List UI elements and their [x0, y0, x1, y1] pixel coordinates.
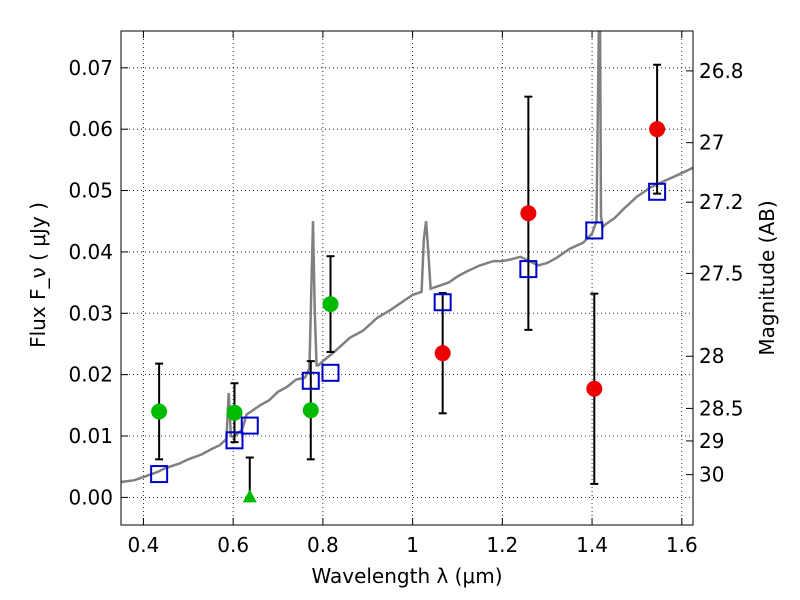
y-axis-label: Flux F_ν ( μJy ): [26, 202, 50, 348]
right-tick-label: 28: [699, 344, 724, 368]
red-point: [649, 121, 666, 138]
right-tick-label: 26.8: [699, 59, 744, 83]
green-point: [322, 296, 339, 313]
green-point: [226, 404, 243, 421]
x-tick-label: 1: [406, 533, 419, 557]
y-tick-label: 0.05: [68, 179, 113, 203]
model-square: [225, 431, 244, 450]
red-point: [586, 380, 603, 397]
right-tick-label: 30: [699, 463, 724, 487]
red-point: [434, 345, 451, 362]
x-tick-label: 1.6: [666, 533, 698, 557]
right-tick-label: 27.2: [699, 190, 744, 214]
red-point: [520, 205, 537, 222]
model-square: [240, 416, 259, 435]
y-tick-label: 0.04: [68, 240, 113, 264]
model-square: [648, 182, 667, 201]
model-square: [301, 371, 320, 390]
x-tick-label: 0.6: [217, 533, 249, 557]
model-square: [519, 260, 538, 279]
right-tick-label: 29: [699, 429, 724, 453]
model-square: [585, 221, 604, 240]
model-square: [150, 465, 169, 484]
y-tick-label: 0.03: [68, 301, 113, 325]
y-tick-label: 0.00: [68, 485, 113, 509]
series: [121, 31, 693, 503]
right-tick-label: 27.5: [699, 261, 744, 285]
ticks: 0.4 0.6 0.8 1 1.2 1.4 1.6 0.00 0.01 0.02 0.03 0.04 0…: [68, 31, 744, 557]
y-tick-label: 0.01: [68, 424, 113, 448]
right-tick-label: 28.5: [699, 396, 744, 420]
x-tick-label: 1.2: [486, 533, 518, 557]
y-tick-label: 0.02: [68, 363, 113, 387]
x-axis-label: Wavelength λ (μm): [311, 564, 502, 588]
green-point: [151, 403, 168, 420]
upper-limit-triangle: [242, 489, 257, 503]
y-tick-label: 0.06: [68, 117, 113, 141]
right-tick-label: 27: [699, 131, 724, 155]
plot-frame: [120, 30, 694, 526]
model-square: [433, 293, 452, 312]
y-axis-label-right: Magnitude (AB): [755, 200, 779, 355]
green-point: [302, 402, 319, 419]
x-tick-label: 0.8: [307, 533, 339, 557]
x-tick-label: 0.4: [128, 533, 160, 557]
model-square: [321, 363, 340, 382]
y-tick-label: 0.07: [68, 56, 113, 80]
x-tick-label: 1.4: [576, 533, 608, 557]
